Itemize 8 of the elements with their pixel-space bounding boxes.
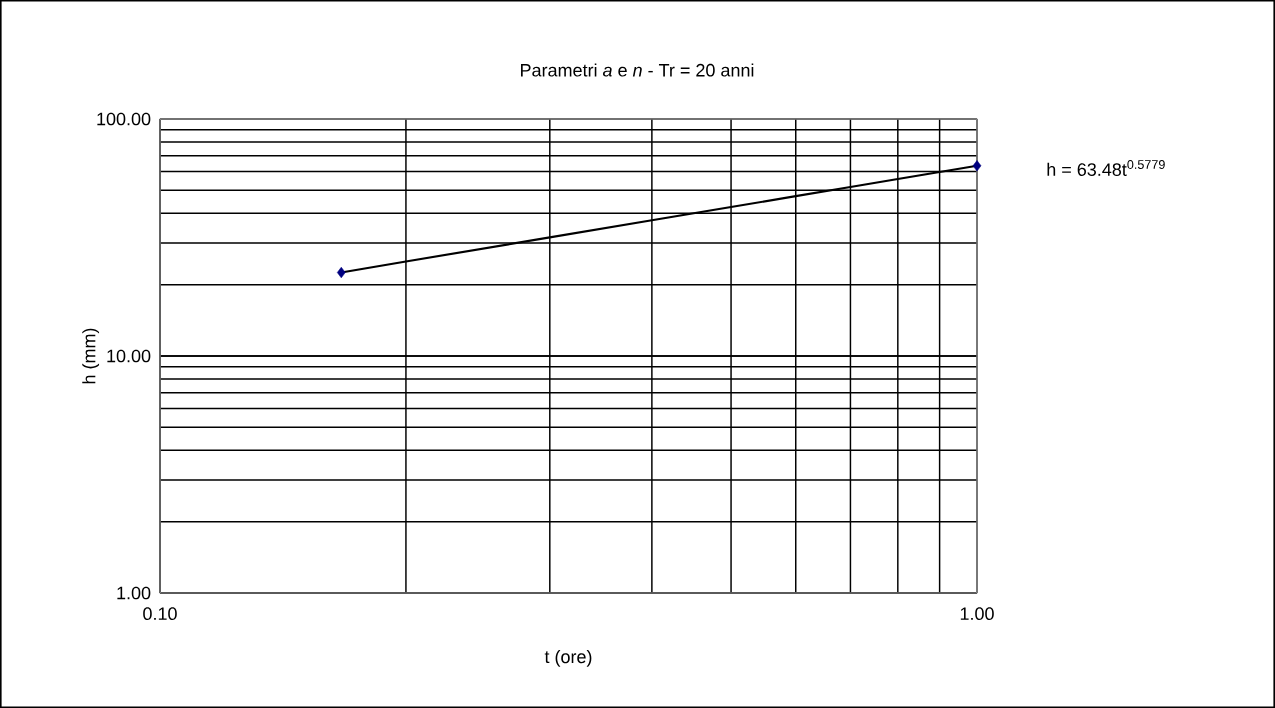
text: h = 63.48t$^{0.5779}$: [1047, 160, 1165, 176]
x-axis-title: t (ore): [544, 649, 592, 667]
x-tick-label: 0.10: [143, 607, 177, 620]
y-tick-label: 100.00: [97, 112, 151, 126]
y-axis-title: h (mm): [82, 328, 100, 384]
chart-title: Parametri a e n - Tr = 20 anni: [521, 63, 754, 77]
y-tick-label: 10.00: [107, 349, 151, 363]
y-tick-label: 1.00: [117, 586, 151, 600]
